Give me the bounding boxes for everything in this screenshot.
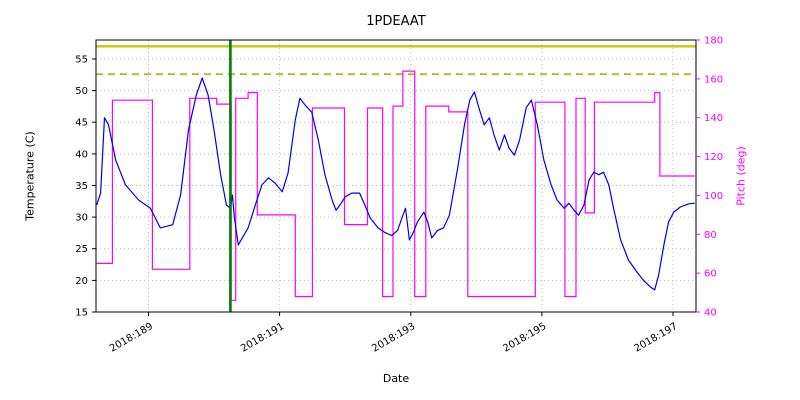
temperature-series <box>96 77 695 291</box>
svg-text:180: 180 <box>704 36 723 47</box>
grid-lines <box>96 40 696 313</box>
svg-text:2018:193: 2018:193 <box>370 321 417 354</box>
svg-text:40: 40 <box>75 149 88 160</box>
axis-tick-labels: 15 20 25 30 35 40 45 50 55 40 60 80 100 120 140 160 180 2… <box>75 36 723 355</box>
svg-text:2018:195: 2018:195 <box>501 321 548 354</box>
svg-text:2018:191: 2018:191 <box>239 321 286 354</box>
limit-lines <box>96 45 696 76</box>
svg-text:120: 120 <box>704 152 723 163</box>
svg-text:160: 160 <box>704 74 723 85</box>
axis-ticks <box>92 39 700 316</box>
svg-text:45: 45 <box>75 118 88 129</box>
svg-text:40: 40 <box>704 308 717 319</box>
svg-text:140: 140 <box>704 113 723 124</box>
svg-text:20: 20 <box>75 276 88 287</box>
chart-title: 1PDEAAT <box>366 14 426 29</box>
x-axis-label: Date <box>382 372 410 385</box>
svg-text:15: 15 <box>75 308 88 319</box>
svg-text:50: 50 <box>75 86 88 97</box>
svg-text:80: 80 <box>704 230 717 241</box>
svg-text:100: 100 <box>704 191 723 202</box>
svg-text:25: 25 <box>75 244 88 255</box>
svg-text:55: 55 <box>75 55 88 66</box>
axes-spines <box>95 39 697 313</box>
svg-text:60: 60 <box>704 269 717 280</box>
pitch-series <box>96 70 695 301</box>
svg-text:2018:197: 2018:197 <box>633 321 680 354</box>
svg-text:30: 30 <box>75 213 88 224</box>
svg-text:2018:189: 2018:189 <box>108 321 155 354</box>
svg-text:35: 35 <box>75 181 88 192</box>
